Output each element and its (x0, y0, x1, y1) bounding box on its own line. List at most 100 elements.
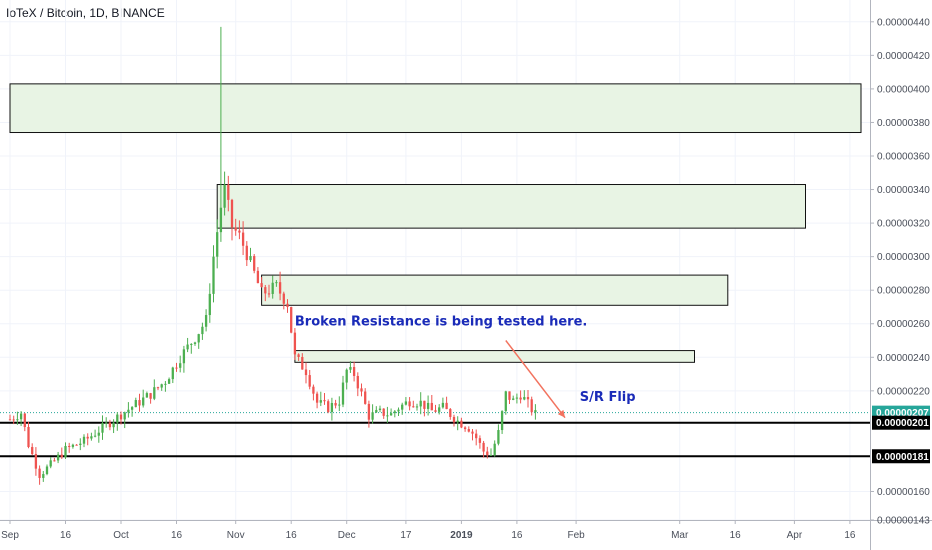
candle-body (75, 444, 78, 446)
candle-body (463, 427, 467, 430)
candle-body (371, 412, 374, 420)
candle-body (367, 403, 371, 420)
horizontal-lines (0, 412, 870, 458)
x-tick-label: Dec (338, 530, 356, 541)
candle-body (486, 451, 489, 456)
candle-body (219, 207, 223, 233)
x-tick-label: 16 (844, 530, 856, 541)
candle-body (208, 293, 211, 316)
candle-body (338, 404, 341, 406)
y-tick-label: 0.00000400 (877, 84, 930, 95)
candle-body (153, 387, 156, 399)
candle-body (227, 184, 230, 200)
candle-body (312, 386, 315, 394)
candle-body (504, 391, 507, 412)
candle-body (68, 445, 71, 447)
candle-body (93, 435, 97, 437)
gridlines (0, 0, 870, 521)
annotation-sr-flip: S/R Flip (580, 390, 636, 405)
candle-body (193, 342, 197, 344)
candle-body (275, 282, 278, 284)
candle-body (97, 432, 100, 436)
y-tick-label: 0.00000260 (877, 319, 930, 330)
candle-body (82, 436, 86, 444)
candle-body (108, 422, 112, 428)
candle-body (497, 430, 500, 444)
candle-body (523, 397, 526, 400)
candle-body (167, 379, 171, 384)
candle-body (212, 256, 215, 294)
candle-body (493, 443, 496, 455)
candle-body (119, 414, 123, 420)
candle-body (45, 466, 49, 475)
candle-body (426, 402, 430, 409)
candle-body (534, 410, 537, 413)
candle-body (286, 303, 289, 308)
candle-body (482, 442, 485, 452)
candle-body (412, 406, 415, 408)
candle-body (500, 411, 504, 431)
candle-body (430, 402, 433, 411)
y-tick-label: 0.00000340 (877, 185, 930, 196)
candle-body (345, 369, 348, 383)
candle-body (182, 349, 186, 364)
zone-2 (216, 184, 806, 229)
price-tag-181: 0.00000181 (876, 452, 929, 463)
y-tick-label: 0.00000320 (877, 219, 930, 230)
candle-body (179, 363, 182, 368)
candles (8, 26, 537, 485)
candle-body (56, 454, 60, 461)
candle-body (90, 436, 93, 439)
candle-body (8, 419, 12, 421)
y-tick-label: 0.00000420 (877, 51, 930, 62)
candle-body (386, 415, 389, 417)
candle-body (360, 388, 363, 392)
candle-body (86, 436, 89, 439)
candle-body (330, 402, 334, 412)
candle-body (290, 307, 293, 333)
candle-body (64, 445, 67, 458)
zone-3 (261, 274, 729, 306)
candle-body (441, 402, 445, 408)
candle-body (112, 422, 115, 428)
candle-body (297, 354, 300, 357)
candle-body (230, 199, 234, 228)
candle-body (197, 334, 200, 343)
y-tick-label: 0.00000440 (877, 17, 930, 28)
candle-body (175, 367, 178, 369)
candle-body (467, 429, 470, 432)
candle-body (382, 408, 385, 416)
candle-body (241, 232, 245, 246)
candle-body (60, 454, 63, 458)
candle-body (293, 332, 297, 355)
candle-body (397, 409, 400, 412)
candle-body (308, 375, 311, 387)
candle-body (378, 408, 382, 410)
candle-body (519, 397, 522, 400)
candle-body (145, 393, 149, 398)
candle-body (512, 398, 515, 400)
candle-body (438, 407, 441, 412)
arrow-head (557, 409, 565, 418)
candle-body (116, 414, 119, 423)
candle-body (278, 282, 282, 294)
candle-body (53, 460, 56, 462)
candle-body (260, 283, 263, 288)
candle-body (204, 315, 208, 327)
candle-body (264, 287, 267, 294)
candle-body (164, 383, 167, 385)
candle-body (16, 419, 19, 421)
candle-body (475, 433, 478, 439)
candle-body (23, 413, 26, 428)
zone-4 (294, 350, 695, 363)
x-tick-label: Apr (787, 530, 803, 541)
candle-body (452, 416, 456, 423)
candle-body (271, 282, 274, 294)
candle-body (234, 227, 237, 231)
y-tick-label: 0.00000160 (877, 487, 930, 498)
zone-1 (9, 83, 862, 134)
candle-body (489, 454, 493, 456)
candle-body (105, 422, 108, 424)
